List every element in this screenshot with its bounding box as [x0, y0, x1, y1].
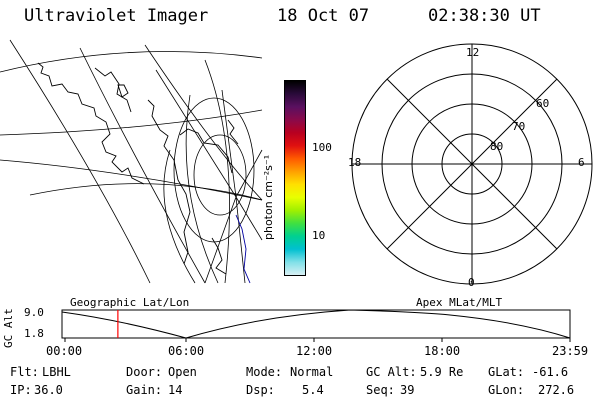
map-grid-line	[0, 51, 263, 73]
mode-value: Normal	[290, 365, 334, 379]
colorbar	[284, 80, 306, 276]
gain-label: Gain:	[126, 383, 163, 397]
gcalt-value: 5.9 Re	[420, 365, 464, 379]
colorbar-tick-10: 10	[312, 229, 326, 242]
mlt-label-12: 12	[466, 46, 480, 59]
timeline-xtick-4: 23:59	[552, 344, 589, 358]
lat-label-80: 80	[490, 140, 504, 153]
polar-grid	[351, 43, 593, 285]
mlt-label-0: 0	[468, 276, 475, 289]
timeline-ytick-bottom: 1.8	[24, 327, 44, 340]
instrument-title: Ultraviolet Imager	[24, 6, 209, 26]
timeline-xtick-2: 12:00	[296, 344, 333, 358]
glon-label: GLon:	[488, 383, 525, 397]
door-label: Door:	[126, 365, 163, 379]
seq-label: Seq:	[366, 383, 395, 397]
timeline-xtick-0: 00:00	[46, 344, 83, 358]
timeline-ytick-top: 9.0	[24, 306, 44, 319]
flt-label: Flt:	[10, 365, 39, 379]
mode-label: Mode:	[246, 365, 283, 379]
time-label: 02:38:30 UT	[428, 6, 541, 26]
ip-label: IP:	[10, 383, 32, 397]
mlt-label-6: 6	[578, 156, 585, 169]
timeline-left-label: Geographic Lat/Lon	[70, 296, 190, 309]
mlt-label-18: 18	[348, 156, 362, 169]
ip-value: 36.0	[34, 383, 63, 397]
timeline-xtick-3: 18:00	[424, 344, 461, 358]
colorbar-tick-100: 100	[312, 141, 332, 154]
glon-value: 272.6	[538, 383, 575, 397]
timeline-axis-title: GC Alt	[2, 308, 15, 348]
lat-label-60: 60	[536, 97, 550, 110]
timeline-xtick-1: 06:00	[168, 344, 205, 358]
date-label: 18 Oct 07	[277, 6, 370, 26]
altitude-curve	[61, 309, 571, 339]
door-value: Open	[168, 365, 197, 379]
seq-value: 39	[400, 383, 415, 397]
lat-label-70: 70	[512, 120, 526, 133]
glat-label: GLat:	[488, 365, 525, 379]
dsp-label: Dsp:	[246, 383, 275, 397]
timeline-frame	[61, 309, 571, 339]
dsp-value: 5.4	[302, 383, 324, 397]
glat-value: -61.6	[532, 365, 569, 379]
flt-value: LBHL	[42, 365, 71, 379]
gain-value: 14	[168, 383, 183, 397]
timeline-right-label: Apex MLat/MLT	[416, 296, 503, 309]
colorbar-unit-label: photon cm⁻²s⁻¹	[262, 154, 275, 240]
gcalt-label: GC Alt:	[366, 365, 417, 379]
